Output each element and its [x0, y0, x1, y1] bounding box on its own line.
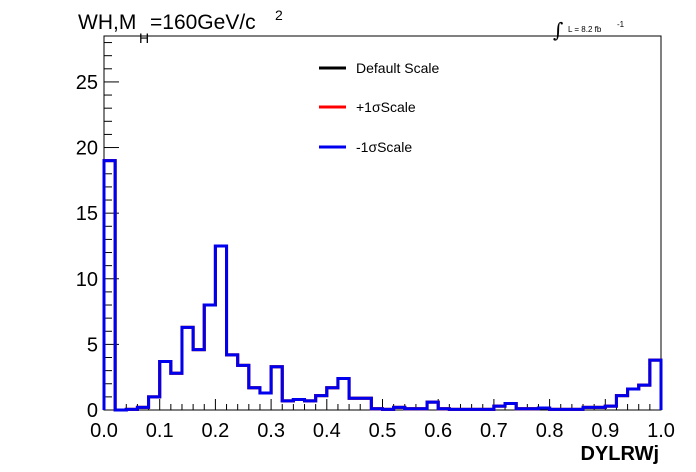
luminosity-superscript: -1: [617, 20, 625, 29]
luminosity-text: L = 8.2 fb: [568, 25, 602, 34]
x-tick-label: 0.1: [146, 420, 174, 442]
x-tick-label: 1.0: [647, 420, 675, 442]
legend-label: -1σScale: [356, 139, 412, 155]
title-suffix: =160GeV/c: [150, 11, 256, 34]
x-tick-label: 0.7: [480, 420, 508, 442]
x-tick-label: 0.3: [257, 420, 285, 442]
title-subscript: H: [139, 30, 149, 46]
x-tick-label: 0.2: [201, 420, 229, 442]
luminosity-label: ∫ L = 8.2 fb -1: [553, 18, 625, 42]
y-tick-label: 0: [87, 400, 98, 422]
x-tick-label: 0.0: [90, 420, 118, 442]
title-superscript: 2: [275, 7, 283, 23]
y-tick-label: 10: [76, 269, 98, 291]
legend-label: Default Scale: [356, 60, 439, 76]
x-tick-label: 0.9: [591, 420, 619, 442]
title-prefix: WH,M: [78, 11, 136, 34]
histogram-series: [102, 159, 663, 412]
integral-symbol: ∫: [553, 18, 563, 42]
x-tick-label: 0.4: [313, 420, 341, 442]
legend-label: +1σScale: [356, 99, 416, 115]
y-tick-label: 5: [87, 334, 98, 356]
x-axis: 0.0 0.1 0.2 0.3 0.4 0.5 0.6 0.7 0.8 0.9 1.0: [90, 399, 675, 442]
legend: Default Scale +1σScale -1σScale: [319, 60, 439, 155]
series-1-line: [102, 159, 663, 412]
series-2-line: [102, 159, 663, 412]
y-tick-label: 25: [76, 72, 98, 94]
x-tick-label: 0.5: [369, 420, 397, 442]
series-0-line: [102, 159, 663, 412]
plot-frame: [103, 35, 662, 411]
chart-title: WH,M H =160GeV/c 2: [78, 7, 283, 46]
x-tick-label: 0.8: [536, 420, 564, 442]
y-tick-label: 15: [76, 203, 98, 225]
x-axis-label: DYLRWj: [580, 443, 659, 465]
y-axis: 0 5 10 15 20 25: [76, 42, 119, 422]
x-tick-label: 0.6: [424, 420, 452, 442]
y-tick-label: 20: [76, 138, 98, 160]
